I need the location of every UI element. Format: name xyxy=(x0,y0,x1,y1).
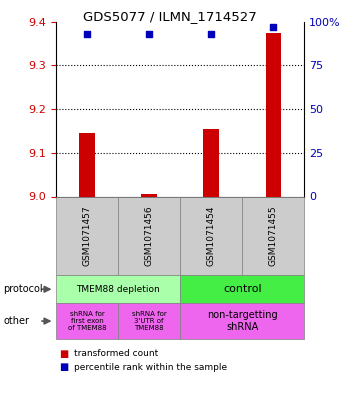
Text: GSM1071454: GSM1071454 xyxy=(207,206,216,266)
Bar xyxy=(266,33,281,196)
Point xyxy=(208,31,214,37)
Text: GSM1071457: GSM1071457 xyxy=(83,206,91,266)
Text: shRNA for
3'UTR of
TMEM88: shRNA for 3'UTR of TMEM88 xyxy=(132,311,167,331)
Text: ■: ■ xyxy=(59,362,69,372)
Point xyxy=(271,24,276,30)
Text: percentile rank within the sample: percentile rank within the sample xyxy=(74,363,227,371)
Point xyxy=(147,31,152,37)
Bar xyxy=(141,194,157,196)
Text: other: other xyxy=(3,316,29,326)
Point xyxy=(84,31,90,37)
Text: ■: ■ xyxy=(59,349,69,359)
Text: shRNA for
first exon
of TMEM88: shRNA for first exon of TMEM88 xyxy=(68,311,106,331)
Text: GSM1071455: GSM1071455 xyxy=(269,206,278,266)
Text: TMEM88 depletion: TMEM88 depletion xyxy=(76,285,160,294)
Text: GDS5077 / ILMN_1714527: GDS5077 / ILMN_1714527 xyxy=(83,10,257,23)
Text: control: control xyxy=(223,284,261,294)
Text: GSM1071456: GSM1071456 xyxy=(145,206,154,266)
Text: non-targetting
shRNA: non-targetting shRNA xyxy=(207,310,277,332)
Bar xyxy=(79,133,95,196)
Text: transformed count: transformed count xyxy=(74,349,158,358)
Bar xyxy=(203,129,219,196)
Text: protocol: protocol xyxy=(3,284,43,294)
